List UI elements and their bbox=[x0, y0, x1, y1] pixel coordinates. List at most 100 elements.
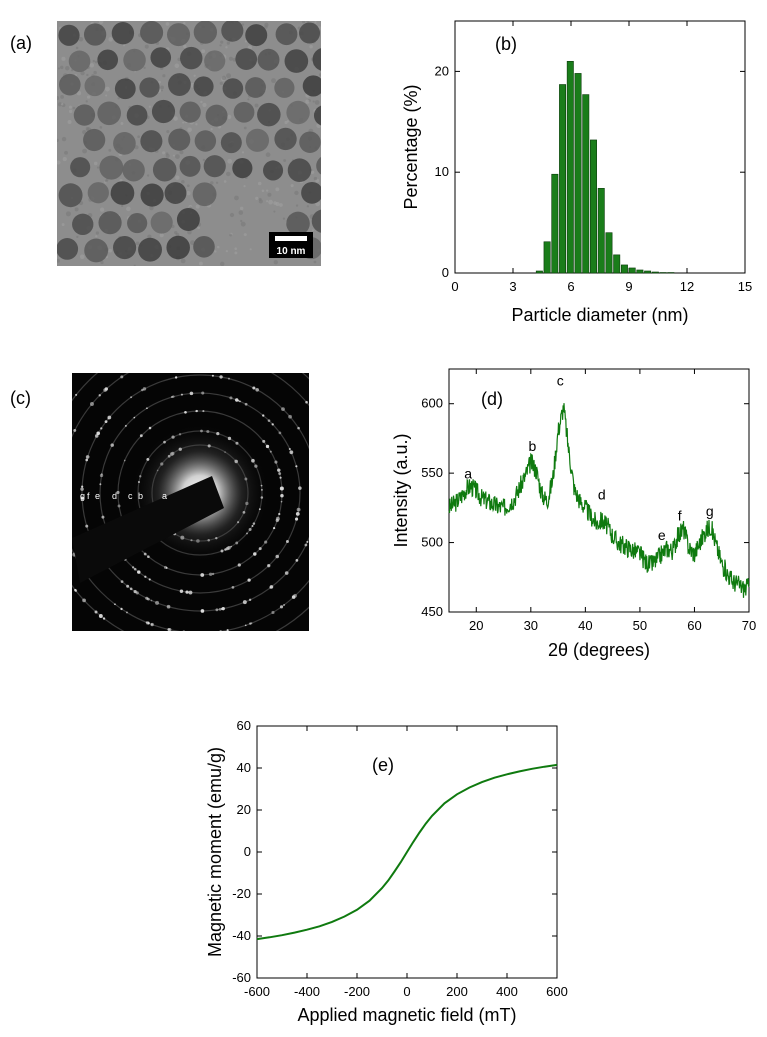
nanoparticle bbox=[113, 132, 136, 155]
xrd-series-line bbox=[448, 403, 750, 598]
plot-frame bbox=[448, 368, 750, 613]
nanoparticle bbox=[152, 157, 177, 182]
y-axis-label: Percentage (%) bbox=[401, 84, 421, 209]
y-tick-label: 40 bbox=[237, 760, 251, 775]
peak-annotation: f bbox=[678, 507, 682, 523]
nanoparticle bbox=[235, 48, 258, 70]
nanoparticle bbox=[97, 49, 119, 71]
peak-annotation: e bbox=[658, 527, 666, 543]
y-tick-label: 20 bbox=[435, 63, 449, 78]
y-tick-label: 0 bbox=[244, 844, 251, 859]
histogram-bar bbox=[644, 270, 652, 274]
x-tick-label: 6 bbox=[567, 279, 574, 294]
nanoparticle bbox=[316, 157, 321, 175]
histogram-bar bbox=[535, 270, 543, 274]
nanoparticle bbox=[99, 155, 124, 180]
nanoparticle bbox=[72, 213, 94, 236]
x-tick-label: 400 bbox=[496, 984, 518, 999]
nanoparticle bbox=[138, 237, 162, 262]
nanoparticle bbox=[263, 160, 284, 181]
chart-b-histogram: 0 3 6 9 12 15 0 10 20 Particle diameter (nm) Perce… bbox=[401, 20, 752, 325]
scalebar-label: 10 nm bbox=[277, 246, 306, 257]
x-axis-label: Particle diameter (nm) bbox=[511, 305, 688, 325]
ring-label-g: g bbox=[80, 491, 85, 501]
panel-label-d: (d) bbox=[481, 389, 503, 409]
x-tick-label: -400 bbox=[294, 984, 320, 999]
nanoparticle bbox=[114, 78, 136, 100]
nanoparticle bbox=[301, 181, 321, 204]
y-tick-label: 0 bbox=[442, 265, 449, 280]
y-tick-label: -20 bbox=[232, 886, 251, 901]
nanoparticle bbox=[298, 22, 321, 44]
nanoparticle bbox=[168, 73, 191, 96]
y-tick-label: 450 bbox=[421, 604, 443, 619]
nanoparticle bbox=[123, 48, 146, 72]
x-tick-label: 3 bbox=[509, 279, 516, 294]
peak-annotation: a bbox=[464, 466, 472, 482]
nanoparticle bbox=[302, 75, 321, 97]
nanoparticle bbox=[140, 183, 164, 207]
nanoparticle bbox=[257, 102, 281, 127]
nanoparticle bbox=[70, 157, 91, 178]
y-tick-label: 600 bbox=[421, 396, 443, 411]
panel-label-e: (e) bbox=[372, 755, 394, 775]
nanoparticle bbox=[205, 104, 228, 127]
nanoparticle bbox=[245, 128, 270, 152]
nanoparticle bbox=[140, 21, 164, 45]
nanoparticle bbox=[312, 48, 321, 71]
x-tick-label: 600 bbox=[546, 984, 568, 999]
x-axis-label: Applied magnetic field (mT) bbox=[297, 1005, 516, 1025]
nanoparticle bbox=[168, 128, 191, 151]
x-tick-label: 70 bbox=[742, 618, 756, 633]
nanoparticle bbox=[179, 101, 201, 123]
peak-annotation: c bbox=[557, 373, 564, 389]
y-axis-label: Magnetic moment (emu/g) bbox=[205, 747, 225, 957]
magnetization-curve bbox=[256, 763, 558, 941]
nanoparticle bbox=[58, 24, 80, 46]
histogram-bar bbox=[597, 188, 605, 274]
nanoparticle bbox=[164, 182, 187, 205]
peak-annotation: d bbox=[598, 487, 606, 503]
nanoparticle bbox=[245, 24, 268, 47]
ring-label-e: e bbox=[95, 491, 100, 501]
nanoparticle bbox=[110, 181, 135, 205]
nanoparticle bbox=[222, 78, 244, 99]
nanoparticle bbox=[57, 238, 79, 260]
nanoparticle bbox=[221, 21, 244, 42]
tem-micrograph: 10 nm bbox=[57, 21, 321, 266]
nanoparticle bbox=[193, 235, 215, 258]
peak-annotation: g bbox=[706, 503, 714, 519]
panel-label-c: (c) bbox=[10, 388, 31, 408]
histogram-bar bbox=[582, 94, 590, 274]
nanoparticle bbox=[287, 158, 312, 182]
y-tick-label: -40 bbox=[232, 928, 251, 943]
nanoparticle bbox=[83, 23, 107, 46]
histogram-bar bbox=[543, 241, 551, 274]
nanoparticle bbox=[194, 130, 217, 152]
nanoparticle bbox=[122, 159, 145, 182]
nanoparticle bbox=[193, 76, 214, 97]
x-tick-label: 0 bbox=[451, 279, 458, 294]
nanoparticle bbox=[311, 209, 321, 233]
nanoparticle bbox=[150, 47, 172, 68]
x-axis-label: 2θ (degrees) bbox=[548, 640, 650, 660]
y-tick-label: 550 bbox=[421, 465, 443, 480]
nanoparticle bbox=[68, 50, 91, 73]
y-axis-label: Intensity (a.u.) bbox=[391, 433, 411, 547]
ring-label-d: d bbox=[112, 491, 117, 501]
y-tick-label: -60 bbox=[232, 970, 251, 985]
x-tick-label: 50 bbox=[633, 618, 647, 633]
panel-label-a: (a) bbox=[10, 33, 32, 53]
diffraction-ring bbox=[99, 392, 301, 594]
histogram-bar bbox=[636, 269, 644, 274]
nanoparticle bbox=[126, 104, 148, 126]
histogram-bar bbox=[620, 264, 628, 274]
diffraction-ring bbox=[81, 374, 309, 612]
nanoparticle bbox=[59, 73, 81, 96]
nanoparticle bbox=[150, 211, 173, 234]
x-tick-label: 15 bbox=[738, 279, 752, 294]
nanoparticle bbox=[286, 100, 310, 125]
nanoparticle bbox=[84, 238, 109, 263]
